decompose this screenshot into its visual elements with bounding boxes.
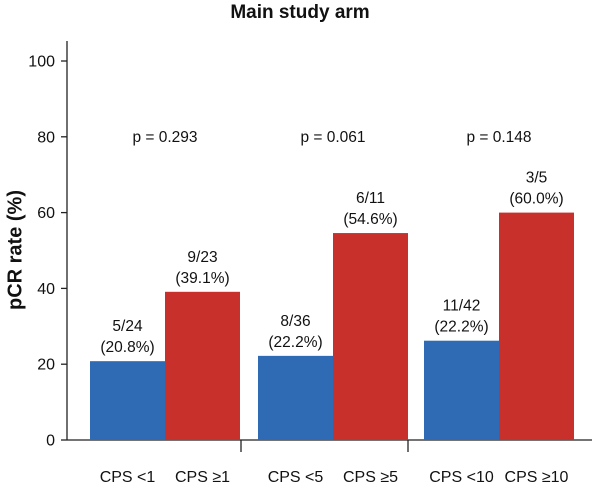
p-value-label: p = 0.293 — [132, 129, 197, 146]
bar-percent-label: (54.6%) — [343, 211, 397, 228]
chart-title: Main study arm — [230, 2, 370, 23]
y-tick-label: 80 — [37, 129, 55, 146]
bar-count-label: 11/42 — [443, 298, 481, 315]
y-tick-label: 0 — [46, 433, 55, 450]
x-tick-label: CPS ≥10 — [505, 469, 569, 486]
bar-percent-label: (22.2%) — [268, 334, 322, 351]
y-tick-label: 60 — [37, 205, 55, 222]
bar-count-label: 9/23 — [187, 249, 217, 266]
bar — [424, 340, 499, 440]
x-tick-label: CPS ≥1 — [175, 469, 230, 486]
x-tick-label: CPS <1 — [100, 469, 156, 486]
bar-percent-label: (20.8%) — [100, 339, 154, 356]
x-tick-label: CPS ≥5 — [343, 469, 398, 486]
bar-percent-label: (22.2%) — [434, 319, 488, 336]
bar-count-label: 5/24 — [112, 318, 143, 335]
bar-count-label: 3/5 — [526, 170, 548, 187]
bar-percent-label: (39.1%) — [175, 270, 229, 287]
p-value-label: p = 0.061 — [300, 129, 365, 146]
y-tick-label: 40 — [37, 281, 55, 298]
y-tick-label: 100 — [28, 54, 55, 71]
bar — [90, 361, 165, 440]
bar — [333, 233, 408, 440]
bar-percent-label: (60.0%) — [509, 191, 563, 208]
bar-count-label: 8/36 — [280, 313, 310, 330]
p-value-label: p = 0.148 — [466, 129, 531, 146]
bar-count-label: 6/11 — [356, 190, 385, 207]
x-tick-label: CPS <10 — [429, 469, 494, 486]
bar — [258, 355, 333, 440]
x-tick-label: CPS <5 — [268, 469, 324, 486]
y-tick-label: 20 — [37, 357, 55, 374]
bar — [499, 212, 574, 440]
bar — [165, 291, 240, 440]
